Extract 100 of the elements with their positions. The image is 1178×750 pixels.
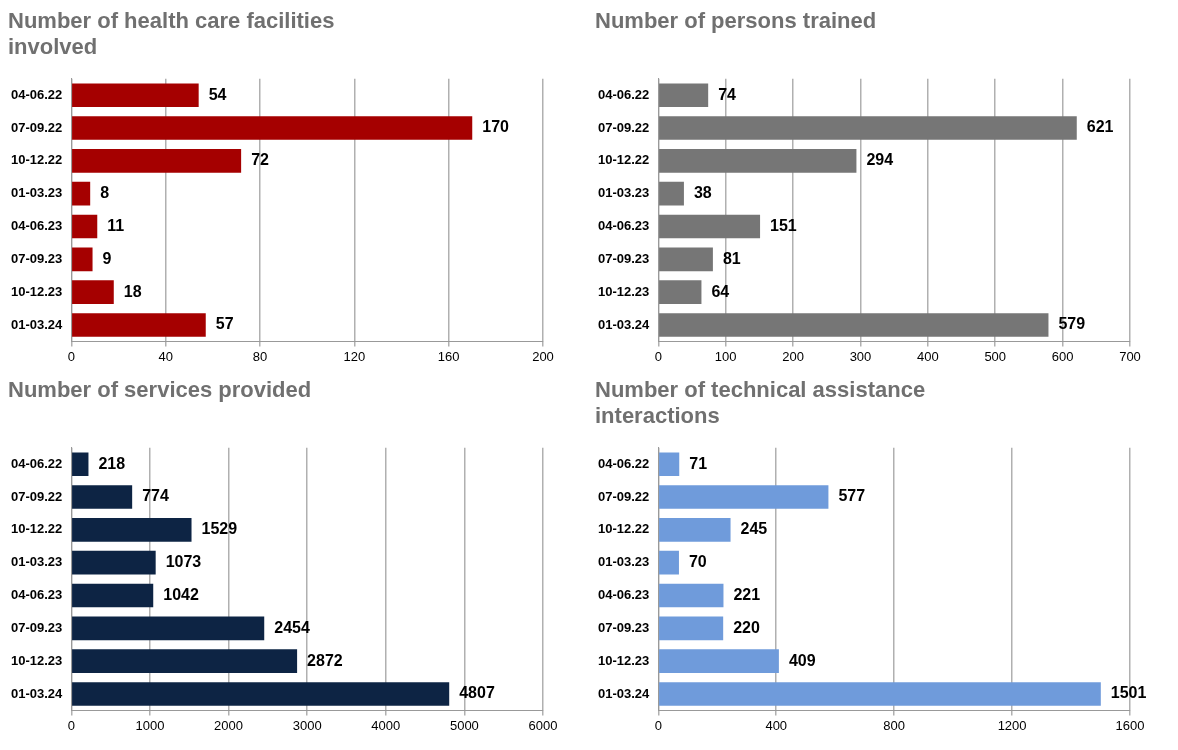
x-tick-label: 800 xyxy=(883,717,906,733)
chart-title: Number of persons trained xyxy=(595,8,878,35)
bar xyxy=(659,116,1077,140)
y-tick-label: 01-03.24 xyxy=(10,685,64,701)
y-tick-label: 07-09.22 xyxy=(10,119,63,135)
bar xyxy=(659,682,1101,706)
x-tick-label: 200 xyxy=(782,348,804,364)
bar xyxy=(72,616,265,641)
bar xyxy=(72,452,89,477)
x-tick-label: 400 xyxy=(765,717,788,733)
data-label: 1073 xyxy=(165,553,202,571)
data-label: 64 xyxy=(711,282,730,300)
data-label: 2872 xyxy=(307,651,343,669)
y-tick-label: 04-06.23 xyxy=(597,587,650,603)
x-tick-label: 80 xyxy=(252,348,268,364)
data-label: 1501 xyxy=(1110,684,1147,702)
x-tick-label: 1200 xyxy=(997,717,1027,733)
bar xyxy=(72,518,192,542)
y-tick-label: 04-06.22 xyxy=(10,86,63,102)
bar xyxy=(72,313,206,337)
y-tick-label: 10-12.22 xyxy=(597,152,650,168)
y-tick-label: 07-09.23 xyxy=(597,619,650,635)
data-label: 74 xyxy=(718,85,737,103)
bar xyxy=(659,518,731,542)
x-tick-label: 4000 xyxy=(371,717,401,733)
data-label: 170 xyxy=(482,118,510,136)
y-tick-label: 10-12.23 xyxy=(597,652,650,668)
bar xyxy=(659,452,680,477)
bar xyxy=(659,649,779,673)
data-label: 54 xyxy=(208,85,227,103)
y-tick-label: 10-12.22 xyxy=(10,521,63,537)
x-tick-label: 0 xyxy=(67,717,75,733)
bar xyxy=(659,247,713,272)
y-tick-label: 04-06.22 xyxy=(10,455,63,471)
data-label: 151 xyxy=(770,216,797,234)
y-tick-label: 07-09.23 xyxy=(10,619,63,635)
y-tick-label: 07-09.22 xyxy=(597,119,650,135)
bar xyxy=(659,181,684,206)
y-tick-label: 10-12.22 xyxy=(597,521,650,537)
chart-title: Number of services provided xyxy=(8,377,313,404)
y-tick-label: 01-03.23 xyxy=(597,554,650,570)
data-label: 409 xyxy=(788,651,816,669)
y-tick-label: 04-06.23 xyxy=(10,218,63,234)
chart-title: Number of health care facilities involved xyxy=(8,8,336,61)
y-tick-label: 10-12.23 xyxy=(10,283,63,299)
x-tick-label: 700 xyxy=(1119,348,1141,364)
bar xyxy=(659,214,761,239)
y-tick-label: 07-09.23 xyxy=(10,250,63,266)
bar xyxy=(659,313,1049,337)
data-label: 38 xyxy=(693,184,712,202)
x-tick-label: 300 xyxy=(849,348,872,364)
x-tick-label: 0 xyxy=(654,348,662,364)
bar xyxy=(72,116,473,140)
y-tick-label: 10-12.23 xyxy=(597,283,650,299)
bar xyxy=(72,280,114,304)
data-label: 245 xyxy=(740,520,768,538)
bar xyxy=(72,247,93,272)
y-tick-label: 10-12.22 xyxy=(10,152,63,168)
y-tick-label: 01-03.23 xyxy=(10,185,63,201)
data-label: 57 xyxy=(215,315,234,333)
data-label: 71 xyxy=(689,454,708,472)
chart-title: Number of technical assistance interactions xyxy=(595,377,927,430)
bar xyxy=(72,550,156,575)
y-tick-label: 01-03.24 xyxy=(597,316,651,332)
x-tick-label: 160 xyxy=(437,348,460,364)
bar xyxy=(659,83,709,108)
bar xyxy=(659,616,724,641)
x-tick-label: 400 xyxy=(917,348,939,364)
x-tick-label: 40 xyxy=(158,348,173,364)
data-label: 220 xyxy=(733,618,760,636)
data-label: 1529 xyxy=(201,520,238,538)
y-tick-label: 04-06.22 xyxy=(597,86,650,102)
y-tick-label: 07-09.22 xyxy=(10,488,63,504)
y-tick-label: 07-09.22 xyxy=(597,488,650,504)
data-label: 221 xyxy=(733,585,761,603)
x-tick-label: 0 xyxy=(67,348,75,364)
x-tick-label: 120 xyxy=(343,348,366,364)
bar xyxy=(72,83,199,108)
data-label: 11 xyxy=(107,216,125,234)
bar xyxy=(659,280,702,304)
data-label: 774 xyxy=(142,487,169,505)
x-tick-label: 5000 xyxy=(449,717,479,733)
data-label: 4807 xyxy=(459,684,495,702)
y-tick-label: 01-03.24 xyxy=(597,685,651,701)
x-tick-label: 200 xyxy=(532,348,554,364)
data-label: 218 xyxy=(98,454,126,472)
bar xyxy=(659,149,857,173)
data-label: 70 xyxy=(688,553,707,571)
y-tick-label: 01-03.23 xyxy=(597,185,650,201)
x-tick-label: 2000 xyxy=(214,717,244,733)
bar xyxy=(659,583,724,608)
y-tick-label: 01-03.24 xyxy=(10,316,64,332)
data-label: 577 xyxy=(838,487,866,505)
x-tick-label: 1000 xyxy=(135,717,165,733)
x-tick-label: 600 xyxy=(1051,348,1074,364)
data-label: 8 xyxy=(100,184,110,202)
bar xyxy=(659,550,679,575)
data-label: 72 xyxy=(251,151,270,169)
bar xyxy=(72,181,91,206)
data-label: 81 xyxy=(722,249,741,267)
